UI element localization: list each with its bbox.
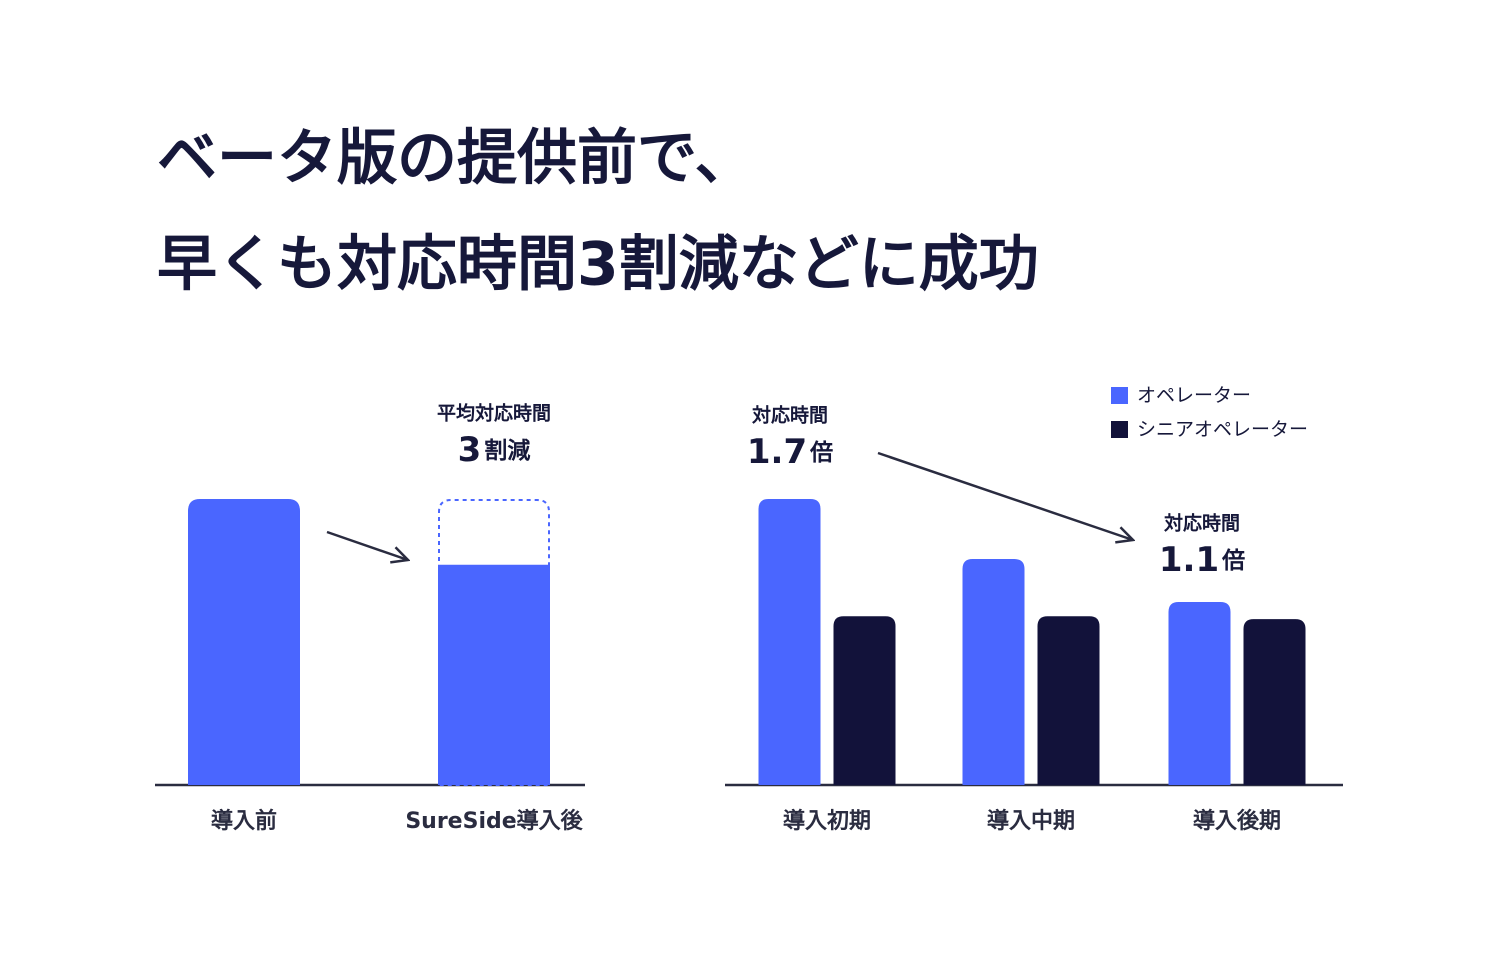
annotation-unit: 倍 bbox=[809, 440, 833, 466]
bar bbox=[1037, 616, 1100, 785]
x-tick-label: SureSide導入後 bbox=[405, 808, 583, 834]
x-tick-label: 導入中期 bbox=[987, 808, 1075, 834]
annotation-label: 対応時間 bbox=[1163, 512, 1240, 535]
annotation-unit: 割減 bbox=[484, 438, 530, 464]
annotation-number: 3 bbox=[458, 430, 482, 470]
reference-outline bbox=[438, 499, 550, 786]
legend-label: シニアオペレーター bbox=[1137, 419, 1308, 441]
annotation-value: 3 割減 bbox=[458, 430, 531, 470]
legend-swatch bbox=[1111, 421, 1128, 438]
bar bbox=[962, 559, 1025, 785]
bar bbox=[438, 564, 550, 785]
bar bbox=[1243, 619, 1306, 785]
annotation-number: 1.1 bbox=[1159, 540, 1219, 580]
annotation-number: 1.7 bbox=[747, 432, 807, 472]
x-tick-label: 導入後期 bbox=[1193, 808, 1281, 834]
arrow bbox=[326, 530, 408, 560]
title-line: ベータ版の提供前で、 bbox=[157, 124, 755, 194]
annotation-value: 1.7 倍 bbox=[747, 432, 833, 472]
legend-label: オペレーター bbox=[1137, 385, 1251, 407]
bar bbox=[758, 499, 821, 785]
x-tick-label: 導入前 bbox=[211, 808, 277, 834]
annotation-label: 対応時間 bbox=[751, 404, 828, 427]
bar bbox=[833, 616, 896, 785]
annotation-unit: 倍 bbox=[1221, 548, 1245, 574]
legend-swatch bbox=[1111, 387, 1128, 404]
annotation-value: 1.1 倍 bbox=[1159, 540, 1245, 580]
x-tick-label: 導入初期 bbox=[783, 808, 871, 834]
title-line: 早くも対応時間3割減などに成功 bbox=[157, 230, 1039, 300]
bar bbox=[1168, 601, 1231, 785]
bar bbox=[188, 499, 300, 785]
arrow bbox=[877, 451, 1133, 540]
annotation-label: 平均対応時間 bbox=[437, 402, 551, 425]
